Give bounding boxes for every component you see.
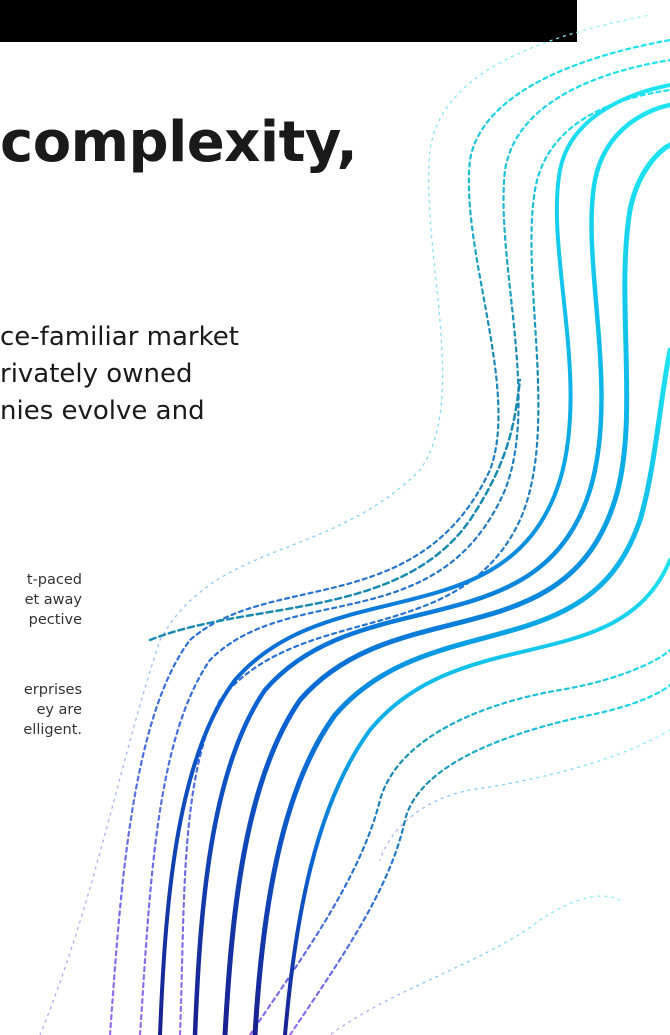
wave-line-dashed-1: [108, 38, 670, 1035]
wave-line-solid-1: [158, 83, 670, 1035]
top-banner-bar: [0, 0, 577, 42]
body-paragraph-2-line-3: elligent.: [23, 722, 82, 738]
wave-line-dashed-3: [248, 648, 670, 1035]
body-paragraph-2-line-1: erprises: [23, 682, 82, 698]
wave-line-dashed-4: [288, 683, 670, 1035]
wave-line-outer-3: [379, 729, 670, 861]
wave-line-outer-2: [329, 895, 621, 1035]
body-paragraph-2: erprises ey are elligent.: [0, 680, 82, 740]
lead-paragraph: ce-familiar market rivately owned nies e…: [0, 319, 239, 430]
wave-line-solid-5: [283, 558, 670, 1035]
wave-line-solid-4: [252, 347, 670, 1035]
lead-line-3: nies evolve and: [0, 396, 205, 426]
lead-line-2: rivately owned: [0, 359, 193, 389]
wave-line-solid-2: [192, 102, 670, 1035]
body-paragraph-1-line-3: pective: [28, 612, 82, 628]
wave-line-dashed-5: [178, 88, 670, 1035]
headline: complexity,: [0, 110, 358, 175]
wave-line-solid-3: [222, 142, 670, 1035]
body-paragraph-2-line-2: ey are: [36, 702, 82, 718]
body-paragraph-1: t-paced et away pective: [0, 570, 82, 630]
body-paragraph-1-line-1: t-paced: [26, 572, 82, 588]
wave-line-dashed-2: [138, 58, 670, 1035]
lead-line-1: ce-familiar market: [0, 322, 239, 352]
body-paragraph-1-line-2: et away: [24, 592, 82, 608]
